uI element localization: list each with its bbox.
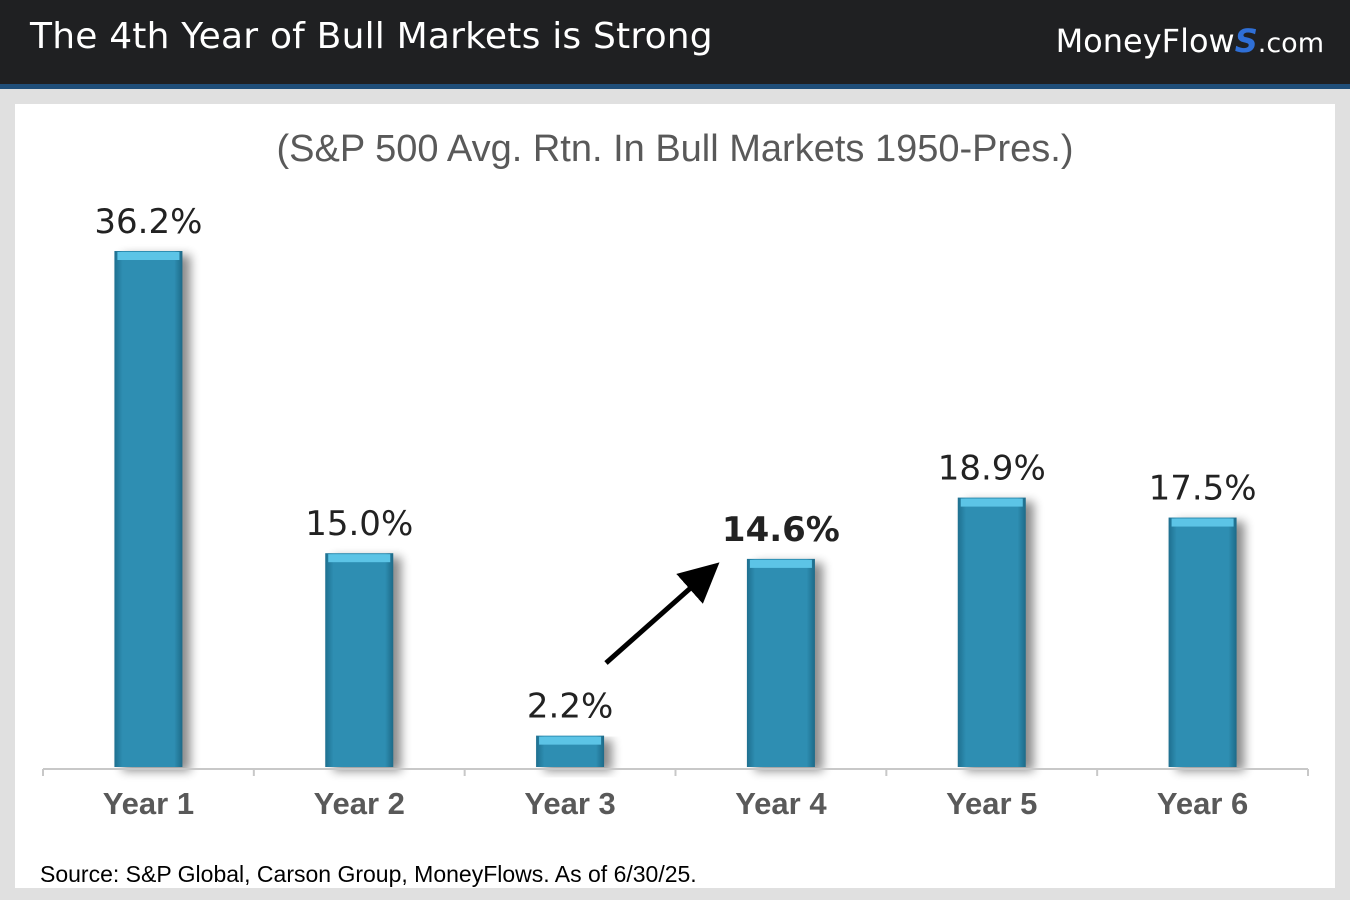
category-label: Year 1 [103, 786, 194, 821]
bar-top-highlight [960, 498, 1023, 507]
bar-year-6 [1168, 517, 1237, 767]
header-bar [0, 0, 1350, 84]
data-label: 2.2% [527, 687, 613, 727]
brand-logo: MoneyFlowS.com [1056, 22, 1324, 60]
bar-top-highlight [328, 554, 391, 563]
bar-top-highlight [749, 559, 812, 568]
bar-year-5 [957, 497, 1026, 767]
data-label: 14.6% [722, 510, 840, 550]
source-note: Source: S&P Global, Carson Group, MoneyF… [40, 861, 697, 887]
bar-top-highlight [539, 736, 602, 745]
data-label: 15.0% [305, 504, 413, 544]
data-label: 17.5% [1149, 469, 1257, 509]
category-label: Year 6 [1157, 786, 1248, 821]
header-accent-stripe [0, 84, 1350, 89]
chart-title: (S&P 500 Avg. Rtn. In Bull Markets 1950-… [276, 128, 1074, 170]
brand-s-mark: S [1234, 22, 1258, 60]
chart-panel [15, 104, 1335, 888]
header-title: The 4th Year of Bull Markets is Strong [30, 16, 713, 57]
data-label: 18.9% [938, 449, 1046, 489]
year3-to-year4-arrow [604, 562, 720, 665]
bar-year-4 [746, 558, 815, 767]
bar-year-2 [325, 553, 394, 767]
brand-name: MoneyFlow [1055, 22, 1235, 60]
category-label: Year 2 [314, 786, 405, 821]
bar-year-1 [114, 251, 183, 767]
brand-tld: .com [1257, 28, 1324, 59]
category-label: Year 3 [524, 786, 615, 821]
bar-top-highlight [1171, 518, 1234, 527]
data-label: 36.2% [94, 202, 202, 242]
bar-top-highlight [117, 252, 180, 260]
category-label: Year 5 [946, 786, 1037, 821]
category-label: Year 4 [735, 786, 827, 821]
